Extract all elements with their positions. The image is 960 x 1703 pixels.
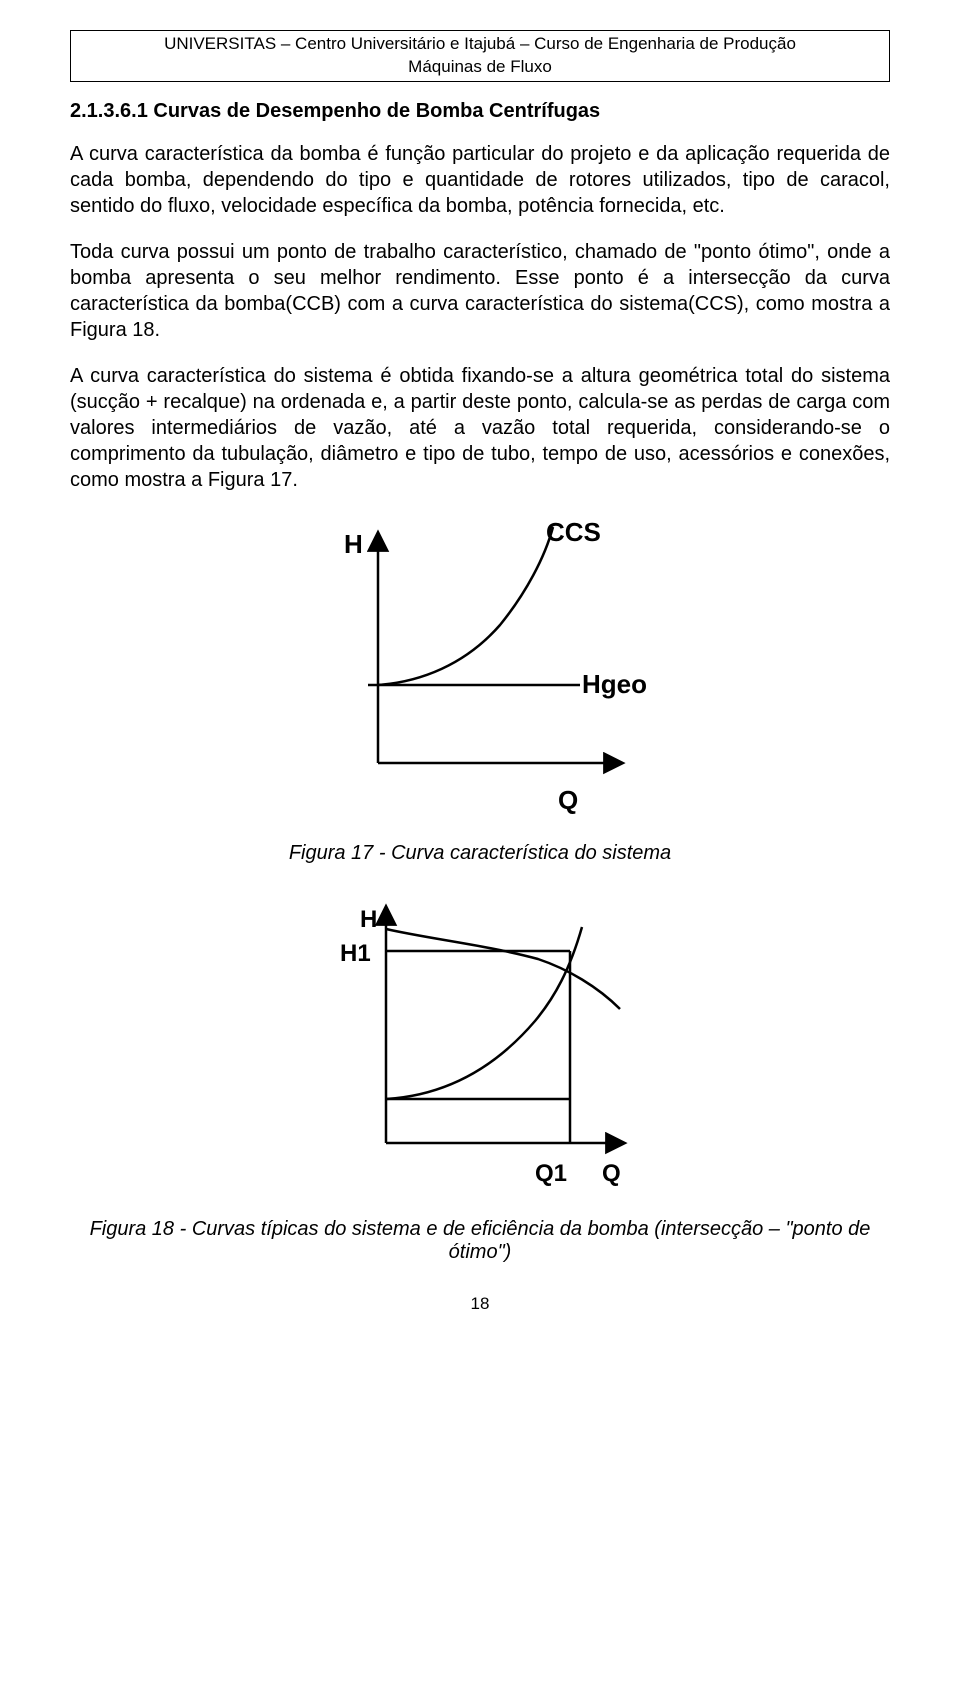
figure-18-svg: H H1 Q1 Q [300, 891, 660, 1201]
ccs-curve [378, 527, 553, 685]
label-ccs: CCS [546, 517, 601, 547]
header-box: UNIVERSITAS – Centro Universitário e Ita… [70, 30, 890, 82]
ccb-curve [386, 929, 620, 1009]
paragraph-3: A curva característica do sistema é obti… [70, 363, 890, 493]
figure-17: H CCS Hgeo Q [70, 515, 890, 830]
header-line-2: Máquinas de Fluxo [77, 56, 883, 79]
header-line-1: UNIVERSITAS – Centro Universitário e Ita… [77, 33, 883, 56]
label-hgeo: Hgeo [582, 669, 647, 699]
figure-18-caption: Figura 18 - Curvas típicas do sistema e … [70, 1218, 890, 1264]
ccs-curve [386, 927, 582, 1099]
paragraph-2: Toda curva possui um ponto de trabalho c… [70, 239, 890, 343]
section-title: 2.1.3.6.1 Curvas de Desempenho de Bomba … [70, 100, 890, 123]
label-q: Q [602, 1160, 621, 1187]
page-number: 18 [70, 1294, 890, 1314]
figure-17-svg: H CCS Hgeo Q [300, 515, 660, 825]
page-container: UNIVERSITAS – Centro Universitário e Ita… [0, 0, 960, 1344]
paragraph-1: A curva característica da bomba é função… [70, 141, 890, 219]
label-h1: H1 [340, 940, 371, 967]
label-q1: Q1 [535, 1160, 567, 1187]
label-h: H [344, 529, 363, 559]
label-h: H [360, 906, 377, 933]
figure-18: H H1 Q1 Q [70, 891, 890, 1206]
figure-17-caption: Figura 17 - Curva característica do sist… [70, 842, 890, 865]
label-q: Q [558, 785, 578, 815]
